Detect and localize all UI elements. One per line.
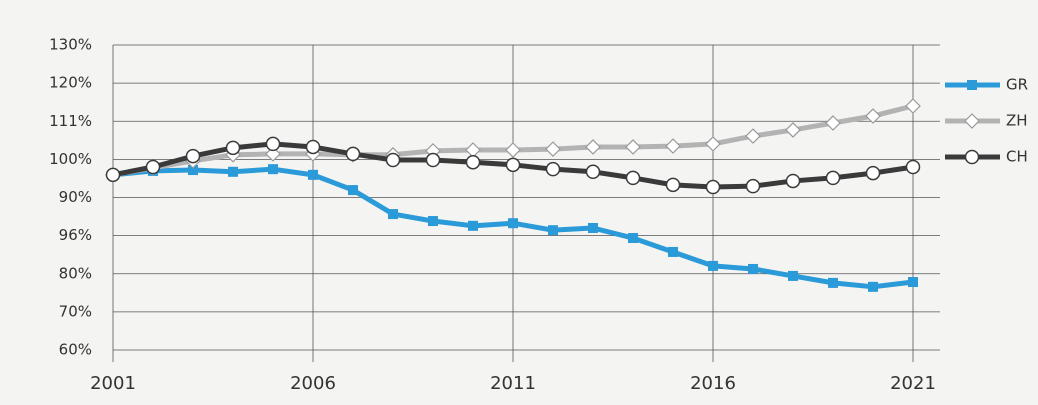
data-point (545, 161, 561, 177)
data-point (708, 260, 718, 271)
x-tick-label: 2011 (490, 373, 536, 394)
y-tick-label: 60% (59, 341, 92, 359)
legend-marker (964, 113, 980, 129)
data-point (585, 164, 601, 180)
legend-label: ZH (1006, 112, 1028, 130)
data-point (668, 246, 678, 257)
y-tick-label: 100% (49, 150, 92, 168)
data-point (785, 173, 801, 189)
data-point (468, 220, 478, 231)
data-point (625, 139, 641, 155)
legend-marker (964, 149, 980, 165)
data-point (465, 154, 481, 170)
data-point (545, 141, 561, 157)
data-point (785, 122, 801, 138)
data-point (465, 142, 481, 158)
y-tick-label: 120% (49, 74, 92, 92)
data-point (905, 159, 921, 175)
data-point (628, 233, 638, 244)
data-point (425, 152, 441, 168)
data-point (745, 128, 761, 144)
data-point (105, 167, 121, 183)
data-point (505, 142, 521, 158)
data-point (865, 108, 881, 124)
data-point (385, 152, 401, 168)
data-point (625, 170, 641, 186)
x-tick-label: 2016 (690, 373, 736, 394)
x-tick-label: 2006 (290, 373, 336, 394)
legend-label: GR (1006, 76, 1028, 94)
data-point (265, 136, 281, 152)
data-point (348, 185, 358, 196)
data-point (305, 139, 321, 155)
data-point (225, 140, 241, 156)
data-point (585, 139, 601, 155)
data-point (665, 138, 681, 154)
data-point (505, 157, 521, 173)
y-tick-label: 130% (49, 36, 92, 54)
data-point (828, 277, 838, 288)
y-tick-label: 96% (59, 226, 92, 244)
data-point (865, 165, 881, 181)
legend-marker (967, 80, 977, 90)
data-point (268, 164, 278, 175)
data-point (705, 179, 721, 195)
data-point (228, 166, 238, 177)
legend-label: CH (1006, 148, 1028, 166)
data-point (705, 136, 721, 152)
data-point (388, 209, 398, 220)
y-tick-label: 90% (59, 188, 92, 206)
data-point (308, 169, 318, 180)
data-point (745, 178, 761, 194)
y-tick-label: 80% (59, 264, 92, 282)
data-point (145, 159, 161, 175)
data-point (665, 177, 681, 193)
data-point (825, 115, 841, 131)
data-point (188, 165, 198, 176)
data-point (428, 216, 438, 227)
data-point (748, 263, 758, 274)
data-point (588, 223, 598, 233)
data-point (825, 170, 841, 186)
data-point (868, 281, 878, 292)
data-point (908, 277, 918, 288)
y-tick-label: 70% (59, 302, 92, 320)
data-point (508, 218, 518, 229)
data-point (788, 270, 798, 281)
data-point (185, 148, 201, 164)
data-point (345, 146, 361, 162)
y-tick-label: 111% (49, 112, 92, 130)
x-tick-label: 2001 (90, 373, 136, 394)
x-tick-label: 2021 (890, 373, 936, 394)
data-point (905, 98, 921, 114)
data-point (548, 225, 558, 236)
data-point (265, 146, 281, 162)
